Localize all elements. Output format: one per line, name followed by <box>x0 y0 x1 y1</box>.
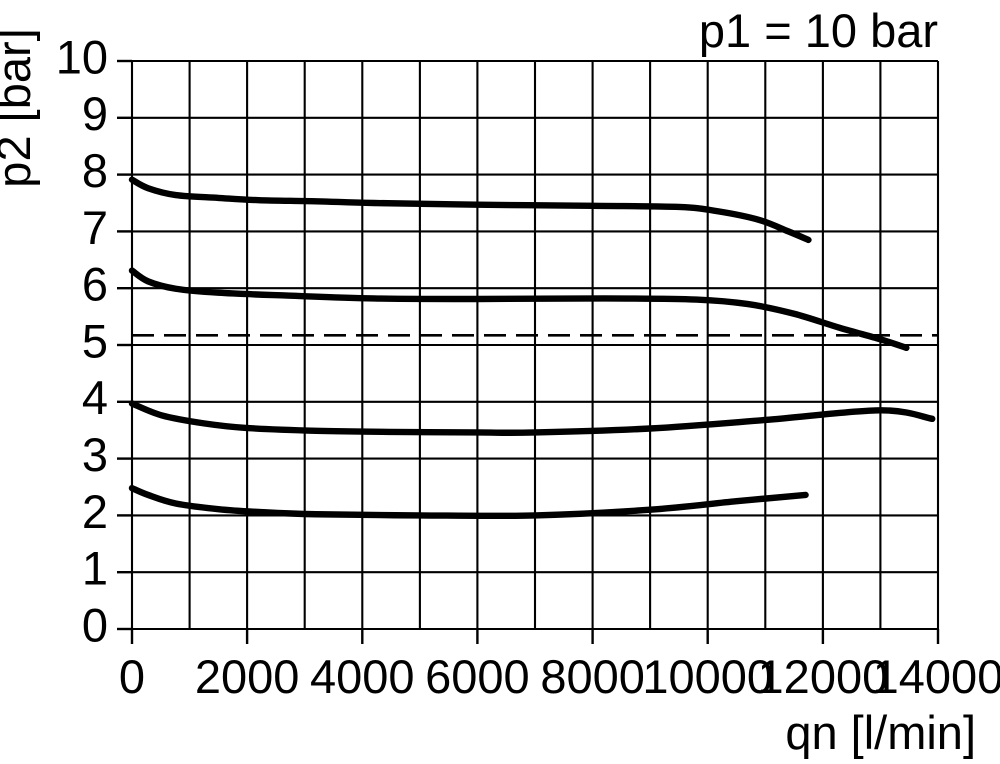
svg-text:qn [l/min]: qn [l/min] <box>785 706 976 759</box>
svg-text:10000: 10000 <box>642 650 773 703</box>
svg-text:4000: 4000 <box>310 650 415 703</box>
svg-text:2: 2 <box>82 485 108 538</box>
svg-text:0: 0 <box>82 598 108 651</box>
svg-text:7: 7 <box>82 201 108 254</box>
svg-text:0: 0 <box>119 650 145 703</box>
svg-text:4: 4 <box>82 371 108 424</box>
svg-text:2000: 2000 <box>195 650 300 703</box>
svg-text:6: 6 <box>82 258 108 311</box>
svg-text:12000: 12000 <box>758 650 889 703</box>
svg-text:p2 [bar]: p2 [bar] <box>0 28 40 187</box>
svg-text:5: 5 <box>82 314 108 367</box>
svg-text:10: 10 <box>56 30 108 83</box>
svg-text:9: 9 <box>82 87 108 140</box>
svg-text:8000: 8000 <box>540 650 645 703</box>
svg-text:1: 1 <box>82 542 108 595</box>
svg-text:8: 8 <box>82 144 108 197</box>
svg-text:6000: 6000 <box>425 650 530 703</box>
svg-text:14000: 14000 <box>873 650 1000 703</box>
svg-text:3: 3 <box>82 428 108 481</box>
svg-text:p1 = 10 bar: p1 = 10 bar <box>699 4 938 57</box>
